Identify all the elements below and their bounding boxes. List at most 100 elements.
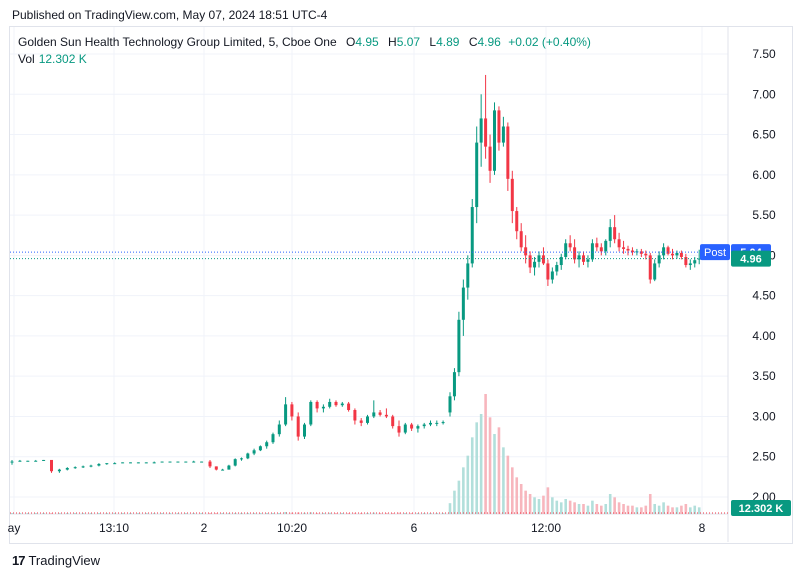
candle-body [497, 110, 501, 143]
close-value: 4.96 [477, 35, 501, 49]
last-price-bg [731, 250, 771, 267]
candle-body [359, 420, 363, 423]
y-tick-label: 6.00 [752, 168, 776, 182]
candle-body [653, 263, 657, 280]
volume-bar [404, 513, 407, 514]
volume-bar [537, 499, 541, 514]
volume-label: 12.302 K [739, 503, 784, 515]
candle-body [475, 142, 479, 208]
volume-bar [470, 437, 474, 514]
volume-bar [290, 512, 294, 514]
candle-body [265, 442, 269, 447]
post-tag-label: Post [704, 247, 726, 259]
candle-body [457, 319, 461, 373]
candle-body [519, 231, 523, 248]
volume-bar [613, 497, 616, 514]
volume-bar [524, 490, 527, 514]
volume-bar [378, 513, 382, 514]
volume-bar [284, 512, 287, 514]
volume-bar [595, 504, 599, 514]
open-value: 4.95 [355, 35, 379, 49]
candle-body [493, 110, 496, 171]
volume-bar [416, 513, 420, 514]
volume-bar [577, 504, 581, 514]
volume-bar [397, 512, 401, 514]
volume-bar [97, 513, 101, 514]
volume-bar [617, 502, 621, 514]
candle-body [176, 461, 180, 463]
volume-bar [58, 513, 61, 514]
candle-body [168, 461, 172, 463]
volume-bar [184, 513, 188, 514]
volume-bar [26, 513, 30, 514]
candle-body [391, 416, 395, 427]
candle-body [679, 252, 683, 257]
volume-bar [484, 394, 487, 514]
candle-body [10, 461, 14, 463]
volume-bar [328, 512, 331, 514]
candle-body [466, 263, 470, 288]
candle-body [422, 424, 426, 427]
volume-bar [466, 455, 470, 514]
candle-body [662, 247, 666, 256]
candle-body [296, 416, 300, 437]
candle-body [555, 265, 559, 272]
volume-bar [215, 513, 218, 514]
x-tick-label: 8 [699, 521, 706, 535]
candle-body [435, 422, 439, 424]
post-tag-bg [700, 244, 730, 261]
candle-body [65, 468, 69, 470]
candle-body [648, 255, 652, 280]
candle-body [403, 424, 407, 433]
volume-bar [555, 500, 559, 514]
tradingview-logo[interactable]: 17 TradingView [12, 553, 100, 568]
volume-bar [528, 494, 532, 514]
candle-body [97, 463, 101, 466]
volume-bar [511, 467, 514, 514]
candle-body [568, 243, 572, 248]
volume-bar [453, 490, 456, 514]
candle-body [622, 247, 626, 249]
x-tick-label: ay [8, 521, 21, 535]
volume-bar [644, 505, 648, 514]
candle-body [290, 404, 294, 417]
candle-body [340, 403, 344, 406]
last-price-label: 4.96 [740, 254, 761, 266]
candle-body [258, 446, 262, 451]
candle-body [626, 248, 630, 251]
y-tick-label: 4.50 [752, 289, 776, 303]
volume-bar [546, 487, 550, 514]
volume-bar [648, 494, 652, 514]
candle-body [113, 463, 117, 465]
volume-bar [121, 513, 124, 514]
candle-body [233, 459, 237, 466]
candle-body [546, 263, 550, 280]
y-tick-label: 3.00 [752, 409, 776, 423]
candle-body [416, 426, 420, 429]
volume-bar [582, 504, 585, 514]
candle-body [599, 247, 603, 252]
volume-bar [564, 499, 567, 514]
candle-body [214, 466, 218, 470]
candle-body [121, 462, 125, 464]
candle-body [353, 410, 357, 421]
volume-bar [519, 484, 523, 514]
x-tick-label: 10:20 [277, 521, 307, 535]
candle-body [136, 462, 140, 464]
candle-body [635, 251, 639, 253]
x-tick-label: 12:00 [531, 521, 561, 535]
candle-body [484, 118, 488, 147]
open-label: O [346, 35, 356, 49]
candle-body [541, 255, 545, 264]
volume-bar [441, 513, 445, 514]
candle-body [441, 422, 445, 424]
candle-body [573, 247, 577, 260]
candle-body [372, 412, 376, 417]
candle-body [671, 253, 674, 256]
volume-bar [208, 513, 212, 514]
candle-body [617, 239, 621, 248]
candle-body [284, 404, 288, 425]
y-tick-label: 7.50 [752, 47, 776, 61]
volume-bar [657, 505, 661, 514]
